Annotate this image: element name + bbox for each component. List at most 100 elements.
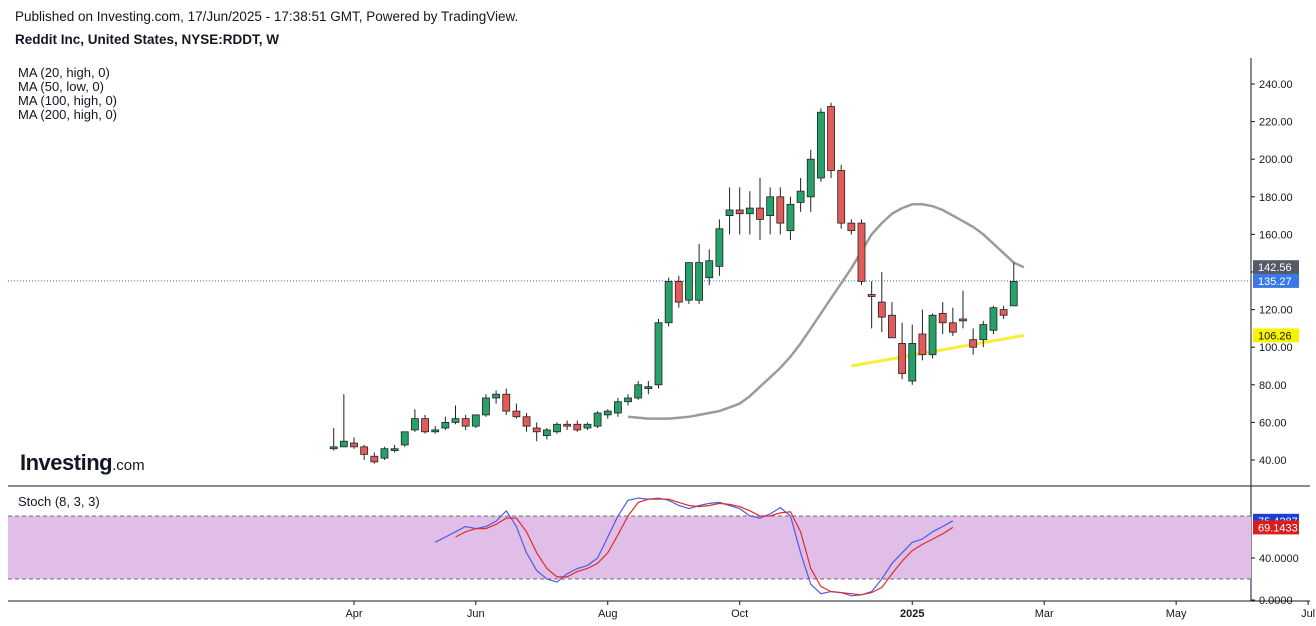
- candle: [339, 394, 348, 448]
- candle-body-up: [329, 446, 338, 450]
- candle: [715, 219, 724, 276]
- candle: [522, 413, 531, 432]
- candle: [898, 322, 906, 380]
- candle: [725, 187, 734, 235]
- candle-body-up: [908, 343, 917, 382]
- candle: [471, 414, 480, 429]
- candle-body-up: [766, 196, 775, 217]
- candle-body-up: [644, 386, 653, 389]
- candle-body-down: [502, 393, 511, 412]
- candle-body-down: [421, 418, 429, 433]
- candle-body-down: [370, 455, 379, 463]
- x-tick-label: 2025: [900, 608, 924, 620]
- candle: [634, 381, 643, 400]
- candle: [451, 405, 460, 425]
- stoch-d-tag-bg: [1253, 520, 1299, 535]
- candle-body-up: [725, 209, 734, 217]
- candle: [512, 403, 521, 419]
- candle-body-up: [400, 431, 409, 446]
- candle: [482, 394, 490, 417]
- candle-body-up: [664, 280, 673, 324]
- candle-body-up: [492, 393, 501, 399]
- ma-legend-item[interactable]: MA (20, high, 0): [18, 65, 110, 80]
- candle-body-down: [735, 209, 744, 215]
- candle-body-up: [806, 158, 815, 198]
- y-tick-label: 180.00: [1259, 192, 1293, 204]
- candle: [888, 302, 896, 339]
- candle: [502, 388, 511, 415]
- candle: [370, 452, 379, 464]
- candle-body-up: [380, 448, 389, 459]
- support-trendline: [851, 333, 1025, 368]
- y-tick-label: 200.00: [1259, 154, 1293, 166]
- x-tick-label: Jun: [467, 608, 485, 620]
- published-caption: Published on Investing.com, 17/Jun/2025 …: [15, 9, 519, 24]
- candle-body-up: [1009, 280, 1018, 307]
- ma-legend-item[interactable]: MA (200, high, 0): [18, 107, 117, 122]
- candle-body-up: [339, 440, 348, 448]
- candle: [806, 149, 815, 212]
- candle-body-up: [583, 423, 592, 429]
- candle: [756, 178, 764, 241]
- stoch-band: [8, 516, 1251, 579]
- candle-body-up: [634, 384, 643, 399]
- candle: [796, 178, 805, 212]
- candle-body-up: [542, 429, 551, 436]
- candle: [938, 302, 947, 335]
- candle: [644, 381, 653, 395]
- candle-body-up: [553, 423, 561, 433]
- candle: [979, 320, 988, 348]
- candle-body-down: [512, 410, 521, 418]
- candle: [685, 262, 693, 304]
- candle-body-up: [441, 421, 450, 429]
- candle-body-up: [654, 322, 663, 386]
- candle: [350, 437, 358, 449]
- candle-body-down: [867, 294, 876, 297]
- candle: [360, 444, 369, 460]
- candle-body-down: [898, 343, 906, 374]
- candle-body-up: [796, 190, 805, 203]
- y-tick-label: 160.00: [1259, 229, 1293, 241]
- ma-legend-item[interactable]: MA (50, low, 0): [18, 79, 104, 94]
- stoch-title: Stoch (8, 3, 3): [18, 494, 100, 509]
- candle-body-up: [989, 307, 998, 331]
- y-tick-label: 120.00: [1259, 305, 1293, 317]
- candle: [1009, 262, 1018, 307]
- candle: [908, 324, 917, 385]
- candle: [918, 309, 927, 361]
- candle-body-down: [522, 416, 531, 427]
- candle-body-down: [969, 339, 978, 348]
- candle: [583, 422, 592, 430]
- x-tick-label: May: [1166, 608, 1187, 620]
- candle: [735, 187, 744, 235]
- candle-body-up: [685, 262, 693, 301]
- x-tick-label: Aug: [598, 608, 618, 620]
- candle-body-down: [756, 207, 764, 220]
- logo-suffix: .com: [112, 457, 145, 474]
- candle: [959, 290, 967, 329]
- candle-body-up: [745, 207, 754, 215]
- y-tick-label: 80.00: [1259, 380, 1287, 392]
- candle-body-up: [817, 111, 825, 179]
- candle: [837, 164, 846, 229]
- candle-body-up: [705, 260, 714, 279]
- moving-average-line: [627, 203, 1025, 420]
- candle: [431, 426, 440, 434]
- candle-body-up: [390, 448, 399, 452]
- candle: [573, 420, 582, 432]
- x-tick-label: Oct: [731, 608, 748, 620]
- candle: [400, 431, 409, 447]
- candle-body-up: [624, 397, 632, 403]
- ma-price-tag: 142.56: [1258, 262, 1292, 274]
- candle-body-down: [573, 423, 582, 431]
- candle: [603, 409, 612, 419]
- ma-legend-item[interactable]: MA (100, high, 0): [18, 93, 117, 108]
- candle-body-up: [603, 410, 612, 416]
- y-tick-label: 40.00: [1259, 455, 1287, 467]
- candle-body-down: [461, 418, 470, 427]
- candle: [329, 428, 338, 451]
- y-tick-label: 60.00: [1259, 417, 1287, 429]
- ma-price-tag-bg: [1253, 260, 1299, 275]
- candle-body-down: [350, 442, 358, 448]
